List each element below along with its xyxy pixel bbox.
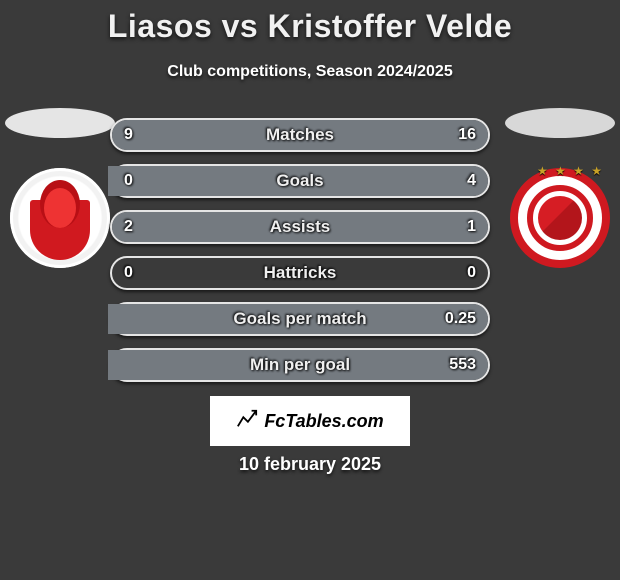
date-text: 10 february 2025 — [0, 454, 620, 475]
stat-row: 916Matches — [110, 118, 490, 152]
stat-row: 21Assists — [110, 210, 490, 244]
bar-fill-right — [108, 304, 488, 334]
avatar-placeholder-left — [5, 108, 115, 138]
chart-icon — [236, 408, 258, 435]
brand-text: FcTables.com — [264, 411, 383, 432]
player-left — [0, 108, 120, 268]
stat-row: 0.25Goals per match — [110, 302, 490, 336]
player-right — [500, 108, 620, 268]
page-title: Liasos vs Kristoffer Velde — [0, 0, 620, 45]
stats-chart: 916Matches 04Goals 21Assists 00Hattricks 0.2… — [110, 118, 490, 382]
bar-fill-right — [245, 120, 488, 150]
avatar-placeholder-right — [505, 108, 615, 138]
stat-row: 00Hattricks — [110, 256, 490, 290]
stat-row: 553Min per goal — [110, 348, 490, 382]
brand-watermark: FcTables.com — [210, 396, 410, 446]
club-crest-right — [510, 168, 610, 268]
club-crest-left — [10, 168, 110, 268]
bar-track — [110, 256, 490, 290]
bar-fill-left — [112, 120, 249, 150]
bar-fill-right — [108, 166, 488, 196]
bar-fill-right — [361, 212, 488, 242]
bar-fill-left — [112, 212, 365, 242]
subtitle: Club competitions, Season 2024/2025 — [0, 63, 620, 81]
bar-fill-right — [108, 350, 488, 380]
stat-row: 04Goals — [110, 164, 490, 198]
crest-stars: ★ ★ ★ ★ — [537, 164, 604, 178]
